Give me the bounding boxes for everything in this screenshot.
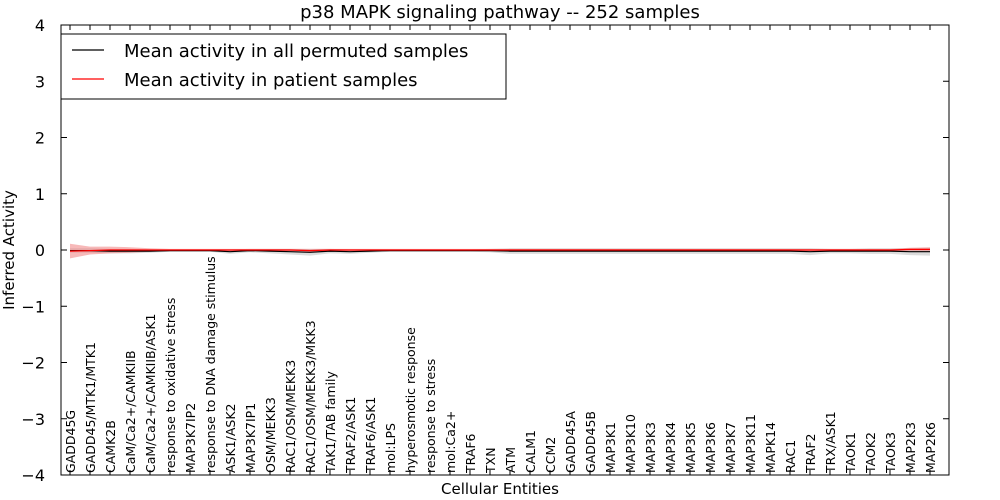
x-tick-label: MAP3K7IP1 bbox=[243, 403, 258, 473]
y-tick-label: −1 bbox=[21, 297, 45, 316]
x-tick-label: MAPK14 bbox=[763, 422, 778, 473]
x-tick-label: hyperosmotic response bbox=[403, 327, 418, 473]
x-tick-label: response to oxidative stress bbox=[163, 298, 178, 473]
y-tick-label: −2 bbox=[21, 354, 45, 373]
x-tick-label: MAP3K7IP2 bbox=[183, 403, 198, 473]
x-tick-label: MAP2K6 bbox=[923, 422, 938, 473]
x-tick-label: CALM1 bbox=[523, 430, 538, 473]
x-tick-label: MAP3K11 bbox=[743, 414, 758, 473]
y-tick-label: 3 bbox=[35, 72, 45, 91]
x-tick-label: ATM bbox=[503, 447, 518, 473]
y-tick-label: 0 bbox=[35, 241, 45, 260]
x-tick-label: GADD45G bbox=[63, 410, 78, 473]
x-tick-label: MAP3K10 bbox=[623, 414, 638, 473]
x-tick-label: GADD45A bbox=[563, 411, 578, 473]
legend-box bbox=[60, 33, 507, 100]
x-tick-label: MAP3K3 bbox=[643, 422, 658, 473]
x-tick-label: TAOK3 bbox=[883, 432, 898, 474]
x-tick-label: TAOK1 bbox=[843, 432, 858, 474]
x-tick-label: OSM/MEKK3 bbox=[263, 397, 278, 473]
x-tick-label: CaM/Ca2+/CAMKIIB bbox=[123, 350, 138, 473]
x-tick-label: RAC1/OSM/MEKK3 bbox=[283, 360, 298, 473]
y-tick-label: 1 bbox=[35, 185, 45, 204]
x-tick-label: CAMK2B bbox=[103, 420, 118, 473]
x-tick-label: TRAF2 bbox=[803, 433, 818, 474]
x-tick-label: TRAF6/ASK1 bbox=[363, 397, 378, 474]
series-line bbox=[70, 249, 930, 253]
x-tick-label: MAP3K7 bbox=[723, 422, 738, 473]
legend: Mean activity in all permuted samples Me… bbox=[60, 33, 507, 100]
x-tick-label: MAP2K3 bbox=[903, 422, 918, 473]
x-tick-label: TRAF6 bbox=[463, 433, 478, 474]
x-tick-label: RAC1/OSM/MEKK3/MKK3 bbox=[303, 320, 318, 473]
y-tick-label: 2 bbox=[35, 129, 45, 148]
x-tick-label: mol:LPS bbox=[383, 423, 398, 473]
x-tick-label: RAC1 bbox=[783, 440, 798, 473]
legend-label-permuted: Mean activity in all permuted samples bbox=[124, 41, 468, 62]
x-tick-label: TRX/ASK1 bbox=[823, 411, 838, 474]
x-tick-label: TAK1/TAB family bbox=[323, 370, 338, 474]
y-tick-label: −3 bbox=[21, 410, 45, 429]
series-line bbox=[69, 248, 930, 252]
x-tick-label: CCM2 bbox=[543, 437, 558, 473]
x-tick-label: MAP3K5 bbox=[683, 422, 698, 473]
x-tick-label: GADD45B bbox=[583, 411, 598, 473]
x-tick-label: TAOK2 bbox=[863, 432, 878, 474]
x-tick-label: CaM/Ca2+/CAMKIIB/ASK1 bbox=[143, 314, 158, 473]
x-tick-label: response to stress bbox=[423, 359, 438, 473]
x-tick-label: response to DNA damage stimulus bbox=[203, 256, 218, 473]
y-tick-label: 4 bbox=[35, 16, 45, 35]
x-axis-label: Cellular Entities bbox=[441, 480, 559, 498]
x-tick-label: TXN bbox=[483, 447, 498, 474]
legend-label-patient: Mean activity in patient samples bbox=[124, 70, 418, 91]
y-axis-label: Inferred Activity bbox=[0, 190, 18, 310]
y-tick-label: −4 bbox=[21, 466, 45, 485]
x-tick-label: MAP3K4 bbox=[663, 422, 678, 473]
x-tick-label: MAP3K1 bbox=[603, 422, 618, 473]
x-tick-label: ASK1/ASK2 bbox=[223, 404, 238, 473]
x-tick-label: MAP3K6 bbox=[703, 422, 718, 473]
x-tick-label: mol:Ca2+ bbox=[443, 411, 458, 473]
chart-title: p38 MAPK signaling pathway -- 252 sample… bbox=[300, 2, 700, 23]
x-tick-label: TRAF2/ASK1 bbox=[343, 397, 358, 474]
x-tick-label: GADD45/MTK1/MTK1 bbox=[83, 342, 98, 473]
